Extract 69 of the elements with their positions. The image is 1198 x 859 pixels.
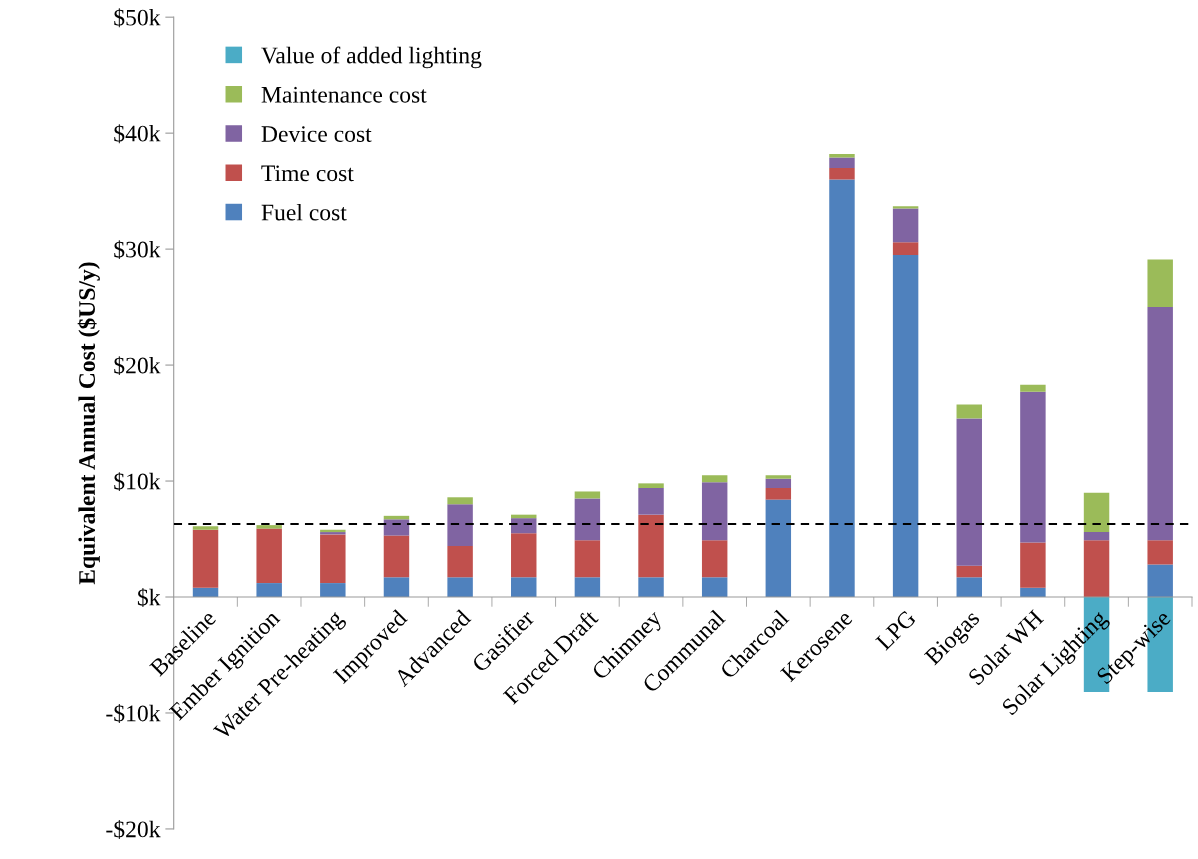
bar bbox=[574, 498, 601, 541]
bar bbox=[574, 577, 601, 598]
bar bbox=[447, 545, 473, 578]
bar bbox=[956, 404, 982, 419]
y-tick-label: $50k bbox=[114, 8, 161, 28]
bar bbox=[829, 157, 855, 168]
bar bbox=[447, 504, 473, 546]
bar bbox=[701, 540, 728, 578]
bar bbox=[1020, 384, 1046, 392]
bar bbox=[829, 167, 855, 180]
bar bbox=[383, 577, 410, 598]
bar bbox=[447, 577, 473, 598]
bar bbox=[638, 483, 664, 488]
bar bbox=[256, 525, 282, 529]
legend-label: Device cost bbox=[261, 126, 372, 142]
bar bbox=[892, 254, 919, 598]
bar bbox=[765, 499, 792, 598]
bar bbox=[956, 565, 982, 578]
bar bbox=[256, 583, 282, 598]
y-tick-label: $10k bbox=[114, 472, 161, 492]
bar bbox=[638, 577, 664, 598]
y-tick-label: $20k bbox=[114, 356, 161, 376]
bar bbox=[638, 488, 664, 515]
bar bbox=[892, 242, 919, 255]
bar bbox=[320, 534, 346, 584]
bar bbox=[574, 491, 601, 499]
bar bbox=[956, 577, 982, 598]
bar bbox=[765, 488, 792, 500]
bar bbox=[1083, 540, 1110, 598]
bar bbox=[383, 519, 410, 536]
bar bbox=[574, 540, 601, 578]
bar bbox=[765, 475, 792, 479]
bar bbox=[956, 418, 982, 566]
bar bbox=[1147, 564, 1173, 598]
legend-label: Value of added lighting bbox=[261, 46, 482, 69]
bar bbox=[701, 482, 728, 541]
bar bbox=[765, 478, 792, 488]
bar bbox=[192, 526, 219, 530]
y-tick-label: $40k bbox=[114, 124, 161, 144]
bar bbox=[320, 583, 346, 598]
legend-label: Maintenance cost bbox=[261, 86, 427, 103]
bar bbox=[511, 577, 537, 598]
bar bbox=[511, 533, 537, 578]
bar bbox=[1020, 542, 1046, 588]
bar bbox=[701, 577, 728, 598]
bar bbox=[701, 475, 728, 483]
y-tick-label: -$10k bbox=[106, 704, 161, 723]
y-tick-label: $30k bbox=[114, 240, 161, 260]
bar bbox=[192, 529, 219, 588]
bar bbox=[447, 497, 473, 505]
bar bbox=[1083, 492, 1110, 533]
bar bbox=[1147, 259, 1173, 308]
bar bbox=[1147, 307, 1173, 541]
bar bbox=[256, 528, 282, 584]
y-tick-label: -$20k bbox=[106, 820, 161, 839]
bar bbox=[1147, 540, 1173, 565]
x-tick-label: LPG bbox=[875, 609, 917, 651]
bar bbox=[892, 208, 919, 243]
legend-label: Fuel cost bbox=[261, 203, 347, 221]
bar bbox=[511, 518, 537, 534]
bar bbox=[1020, 391, 1046, 543]
y-axis-title: Equivalent Annual Cost ($US/y) bbox=[77, 262, 100, 585]
bar bbox=[1083, 532, 1110, 541]
bar bbox=[383, 535, 410, 578]
bar bbox=[638, 514, 664, 578]
y-tick-label: $k bbox=[137, 588, 161, 607]
bar bbox=[829, 179, 855, 598]
bar bbox=[892, 206, 919, 209]
legend-label: Time cost bbox=[261, 165, 354, 182]
